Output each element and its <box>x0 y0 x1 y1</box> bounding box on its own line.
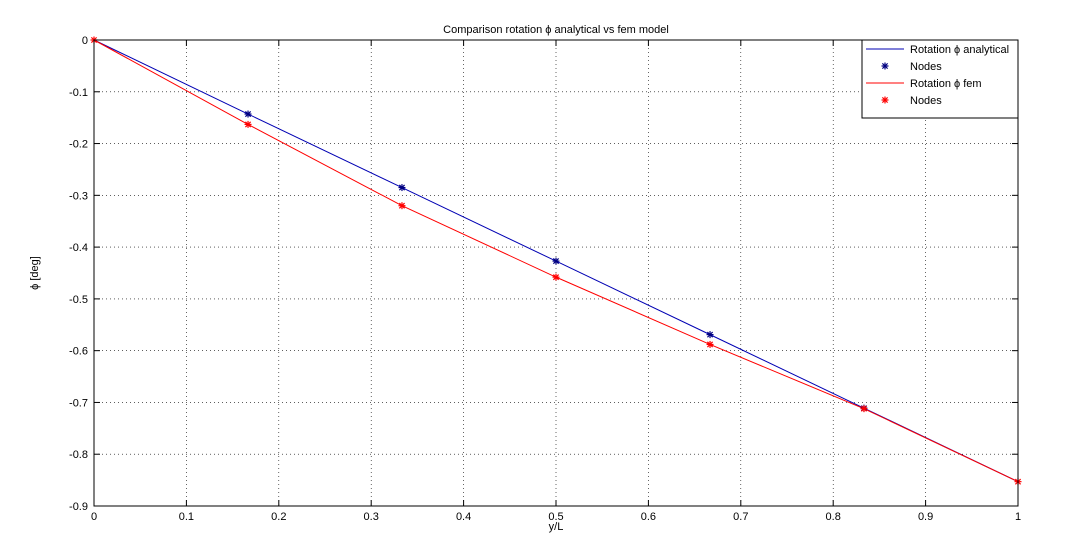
legend-marker-swatch <box>881 62 889 70</box>
y-tick-label: -0.9 <box>69 501 88 513</box>
y-tick-label: -0.4 <box>69 242 88 254</box>
legend-entry-label: Nodes <box>910 61 942 73</box>
y-axis-label: ϕ [deg] <box>29 256 41 290</box>
x-tick-label: 0.1 <box>179 511 194 523</box>
data-point-1 <box>244 110 252 118</box>
legend: Rotation ϕ analytical Nodes Rotation ϕ fem… <box>861 39 1019 119</box>
x-tick-label: 0 <box>91 511 97 523</box>
x-tick-label: 0.4 <box>456 511 471 523</box>
legend-box <box>861 39 1019 119</box>
y-tick-label: -0.8 <box>69 449 88 461</box>
data-point-3 <box>552 273 560 281</box>
chart-title: Comparison rotation ϕ analytical vs fem … <box>443 24 669 36</box>
y-tick-label: -0.7 <box>69 397 88 409</box>
data-point-3 <box>860 405 868 413</box>
legend-marker-swatch <box>881 96 889 104</box>
y-tick-label: -0.2 <box>69 139 88 151</box>
ticks: 0 0.1 0.2 0.3 0.4 0.5 0.6 0.7 0.8 0.9 1 0 -0.1 -0.2 -0… <box>69 35 1021 523</box>
x-tick-label: 0.5 <box>548 511 563 523</box>
x-tick-label: 0.2 <box>271 511 286 523</box>
y-tick-label: -0.3 <box>69 190 88 202</box>
legend-entry-label: Nodes <box>910 95 942 107</box>
data-point-1 <box>552 257 560 265</box>
x-tick-label: 0.7 <box>733 511 748 523</box>
y-tick-label: 0 <box>82 35 88 47</box>
x-tick-label: 1 <box>1015 511 1021 523</box>
data-point-1 <box>398 184 406 192</box>
x-tick-label: 0.8 <box>826 511 841 523</box>
data-point-3 <box>244 120 252 128</box>
x-tick-label: 0.9 <box>918 511 933 523</box>
x-axis-label: y/L <box>549 521 564 533</box>
y-tick-label: -0.6 <box>69 346 88 358</box>
series-layer <box>90 36 1022 486</box>
x-tick-label: 0.3 <box>364 511 379 523</box>
legend-entry-label: Rotation ϕ fem <box>910 78 982 90</box>
y-tick-label: -0.5 <box>69 294 88 306</box>
data-point-3 <box>398 202 406 210</box>
data-point-1 <box>706 331 714 339</box>
data-point-3 <box>706 340 714 348</box>
x-tick-label: 0.6 <box>641 511 656 523</box>
grid <box>94 40 1018 506</box>
y-tick-label: -0.1 <box>69 87 88 99</box>
legend-entry-label: Rotation ϕ analytical <box>910 44 1009 56</box>
